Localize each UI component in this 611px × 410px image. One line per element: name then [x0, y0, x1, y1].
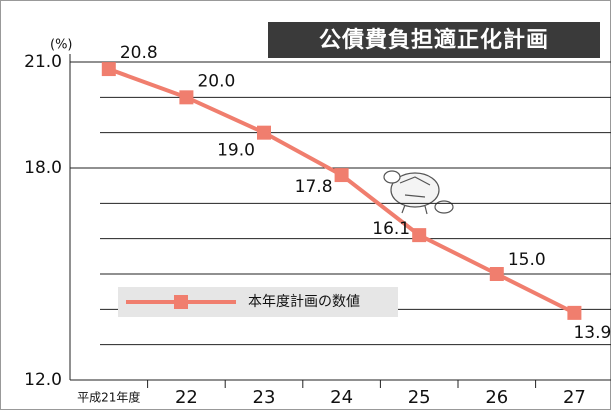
y-unit: (%) [50, 38, 73, 53]
y-tick-label: 18.0 [24, 158, 62, 178]
legend-label: 本年度計画の数値 [248, 294, 360, 310]
data-label: 16.1 [372, 219, 410, 239]
legend-marker [174, 295, 188, 309]
data-label: 17.8 [295, 177, 333, 197]
x-tick-label: 27 [563, 387, 586, 408]
marker [101, 62, 116, 77]
data-label: 13.9 [573, 323, 611, 343]
data-label: 19.0 [217, 141, 255, 161]
data-label: 20.0 [197, 71, 235, 91]
marker [489, 267, 504, 281]
data-label: 20.8 [120, 43, 158, 63]
marker [412, 228, 427, 243]
x-tick-label: 26 [485, 387, 508, 408]
turtle [383, 170, 454, 215]
x-tick-label: 25 [408, 387, 431, 408]
x-tick-label: 22 [175, 387, 198, 408]
title-box [268, 22, 600, 58]
x-tick-label: 24 [330, 387, 353, 408]
data-label: 15.0 [508, 250, 546, 270]
chart-title: 公債費負担適正化計画 [319, 27, 549, 53]
marker [567, 305, 582, 320]
marker [257, 125, 271, 140]
x-tick-label: 23 [253, 387, 276, 408]
marker [334, 168, 349, 183]
y-tick-label: 21.0 [24, 52, 62, 72]
y-tick-label: 12.0 [24, 370, 62, 390]
marker [179, 90, 194, 105]
x-tick-label: 平成21年度 [77, 390, 140, 405]
